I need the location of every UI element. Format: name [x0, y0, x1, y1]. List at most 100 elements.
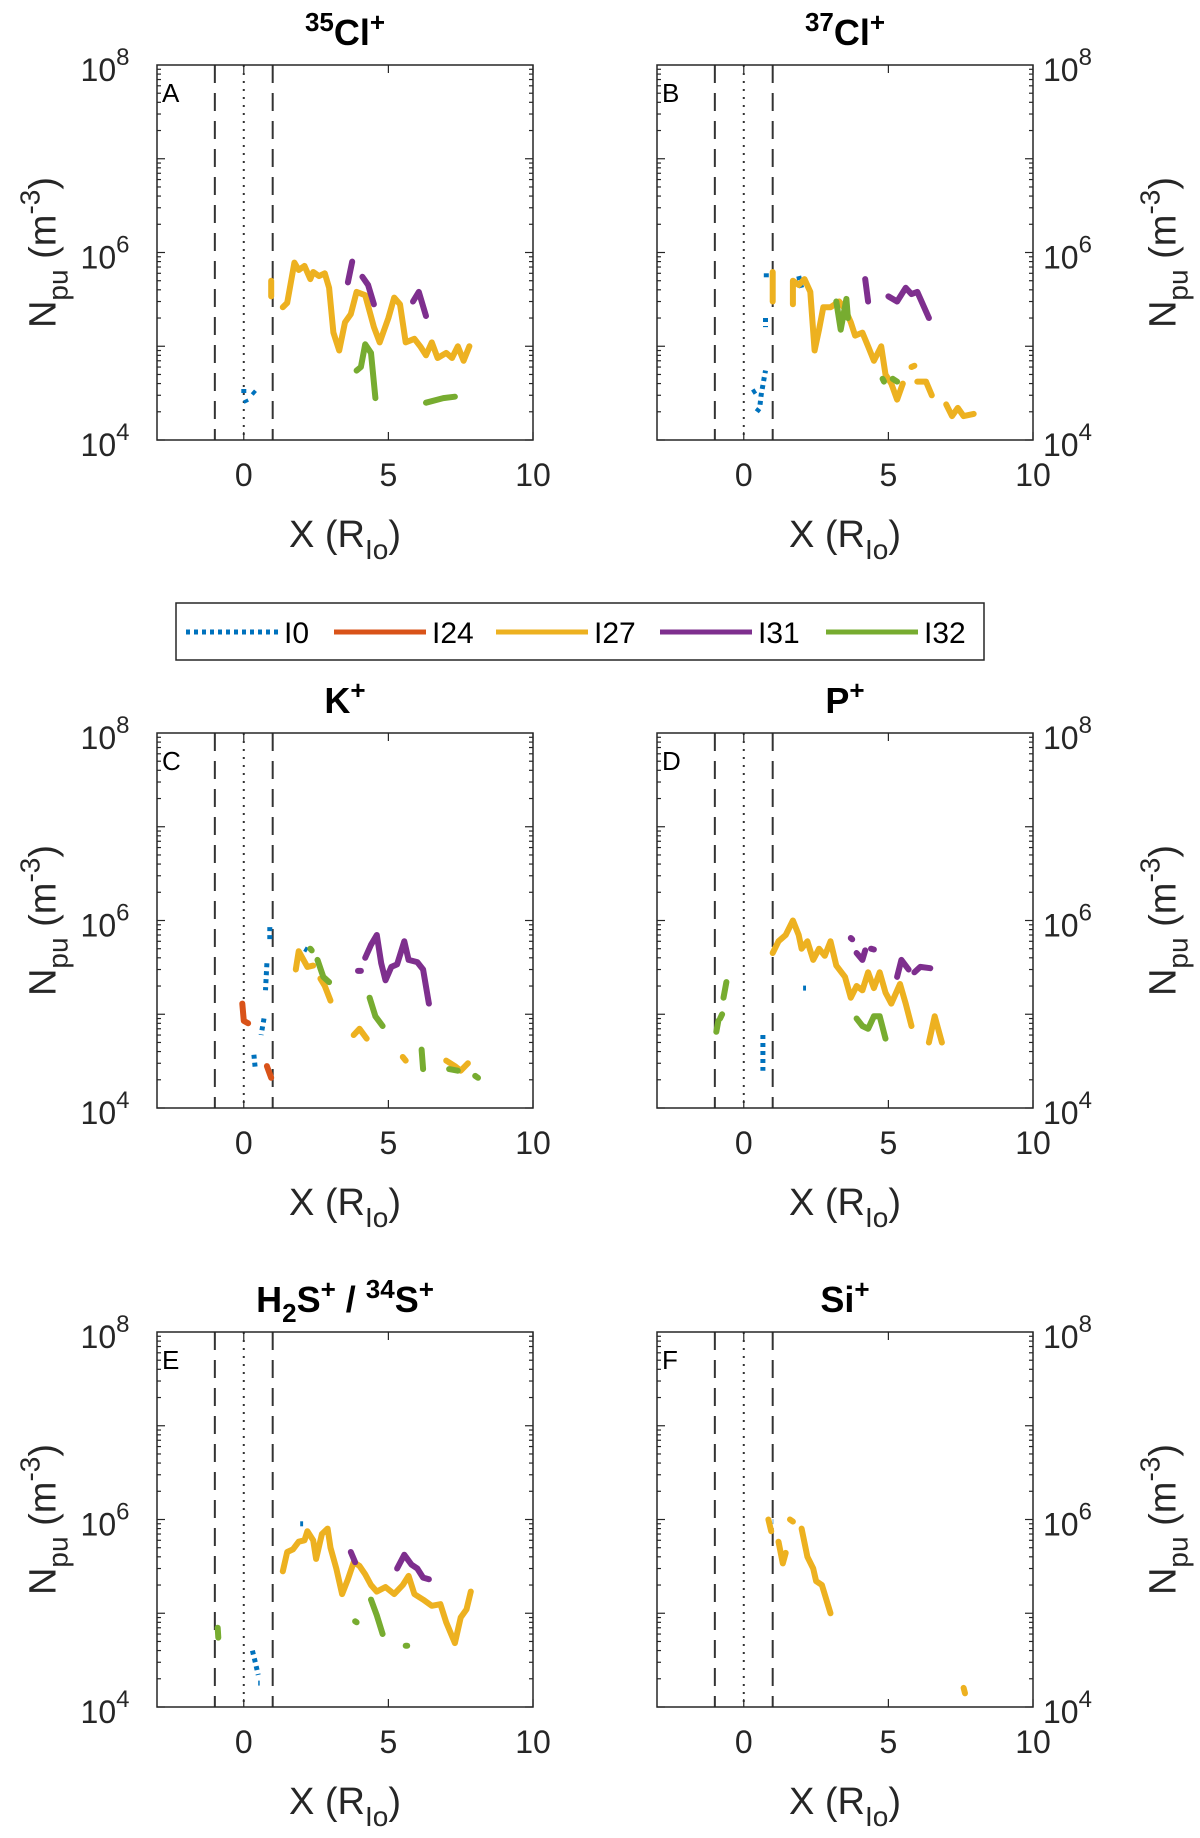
series-i27-segment — [399, 1054, 409, 1064]
x-axis-label: X (RIo) — [289, 1182, 401, 1233]
x-tick-label: 0 — [235, 1125, 253, 1161]
series-i24-segment — [239, 1000, 252, 1027]
text-part: 10 — [1043, 720, 1079, 756]
text-part: ) — [22, 845, 64, 858]
text-part: 4 — [1079, 1087, 1092, 1114]
text-part: K — [324, 680, 350, 721]
y-tick-label: 104 — [1043, 419, 1092, 463]
series-i32-segment — [889, 375, 901, 385]
text-part: + — [854, 1274, 869, 1304]
panel-letter: F — [662, 1345, 678, 1375]
text-part: (m — [1142, 883, 1184, 938]
text-part: Io — [365, 1801, 388, 1832]
text-part: X (R — [789, 514, 865, 556]
axes-box — [156, 732, 534, 1109]
text-part: N — [1142, 301, 1184, 328]
x-tick-label: 10 — [1015, 457, 1051, 493]
series-i27-segment — [775, 1538, 789, 1567]
text-part: -3 — [14, 190, 45, 215]
series-i32-segment — [423, 393, 458, 406]
legend-label: I24 — [432, 617, 474, 650]
text-part: -3 — [14, 858, 45, 883]
series-group — [765, 1516, 968, 1697]
text-part: ) — [888, 514, 901, 556]
y-tick-label: 104 — [81, 1686, 130, 1730]
series-i0-segment — [242, 398, 249, 404]
text-part: Si — [820, 1279, 854, 1320]
text-part: pu — [1162, 269, 1193, 300]
series-i0-segment — [251, 1054, 258, 1070]
panel-title: P+ — [825, 675, 864, 721]
x-tick-label: 5 — [379, 457, 397, 493]
text-part: ) — [888, 1781, 901, 1823]
text-part: 10 — [1043, 1095, 1079, 1131]
series-i27-segment — [765, 1516, 775, 1535]
text-part: S — [395, 1279, 419, 1320]
series-i32-segment — [717, 1011, 726, 1022]
text-part: H — [256, 1279, 282, 1320]
text-part: pu — [1162, 1536, 1193, 1567]
y-axis-label: Npu (m-3) — [1134, 845, 1193, 996]
legend-label: I31 — [758, 617, 800, 650]
text-part: 4 — [116, 1087, 129, 1114]
panel-title: 37Cl+ — [805, 7, 885, 53]
text-part: + — [350, 675, 365, 705]
text-part: 6 — [116, 232, 129, 259]
series-i31-segment — [847, 935, 856, 943]
text-part: + — [849, 675, 864, 705]
text-part: X (R — [289, 1781, 365, 1823]
text-part: 6 — [1079, 900, 1092, 927]
panel-letter: C — [162, 746, 181, 776]
x-tick-label: 10 — [1015, 1125, 1051, 1161]
text-part: 4 — [1079, 419, 1092, 446]
text-part: 10 — [81, 908, 117, 944]
text-part: -3 — [1134, 858, 1165, 883]
x-axis-label: X (RIo) — [789, 1182, 901, 1233]
series-i31-segment — [862, 276, 872, 305]
text-part: (m — [22, 1482, 64, 1537]
y-tick-label: 108 — [1043, 712, 1092, 756]
y-tick-label: 108 — [81, 712, 130, 756]
text-part: Io — [865, 534, 888, 565]
text-part: 34 — [366, 1274, 395, 1304]
text-part: pu — [42, 269, 73, 300]
text-part: S — [297, 1279, 321, 1320]
x-axis-label: X (RIo) — [289, 514, 401, 565]
y-tick-label: 106 — [81, 900, 130, 944]
series-i31-segment — [911, 963, 934, 976]
y-axis-label: Npu (m-3) — [1134, 177, 1193, 328]
text-part: Io — [365, 534, 388, 565]
x-tick-label: 5 — [379, 1724, 397, 1760]
text-part: 10 — [1043, 1319, 1079, 1355]
text-part: (m — [1142, 215, 1184, 270]
text-part: X (R — [289, 1182, 365, 1224]
series-i32-segment — [307, 945, 315, 954]
y-tick-label: 106 — [1043, 900, 1092, 944]
y-axis-label: Npu (m-3) — [14, 1444, 73, 1595]
text-part: -3 — [14, 1457, 45, 1482]
text-part: X (R — [789, 1781, 865, 1823]
text-part: + — [321, 1274, 336, 1304]
series-i31-segment — [344, 258, 356, 286]
text-part: P — [825, 680, 849, 721]
text-part: 6 — [1079, 232, 1092, 259]
text-part: + — [370, 7, 385, 37]
text-part: 6 — [116, 900, 129, 927]
series-i27-segment — [914, 378, 935, 399]
series-i31-segment — [853, 947, 869, 963]
x-tick-label: 5 — [879, 1125, 897, 1161]
text-part: 8 — [1079, 44, 1092, 71]
text-part: N — [22, 969, 64, 996]
text-part: 10 — [1043, 52, 1079, 88]
text-part: 8 — [1079, 712, 1092, 739]
x-tick-label: 10 — [1015, 1724, 1051, 1760]
text-part: 10 — [81, 1319, 117, 1355]
text-part: 10 — [81, 720, 117, 756]
legend-label: I32 — [924, 617, 966, 650]
y-axis-label: Npu (m-3) — [14, 177, 73, 328]
text-part: ) — [388, 514, 401, 556]
text-part: Cl — [334, 12, 370, 53]
x-tick-label: 10 — [515, 457, 551, 493]
